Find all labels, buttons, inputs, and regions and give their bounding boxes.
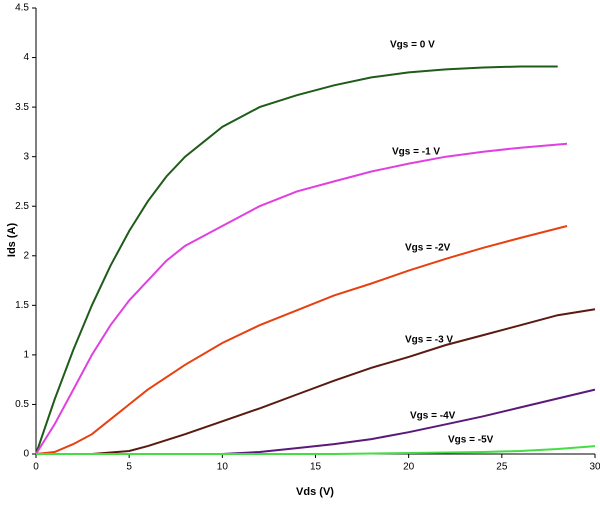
series-line [35,142,568,455]
y-tick-label: 3.5 [15,102,29,113]
series-label: Vgs = -4V [410,411,456,422]
y-tick-label: 4.5 [15,3,29,14]
y-tick-label: 1.5 [15,300,29,311]
series-label: Vgs = -2V [405,243,451,254]
y-tick-label: 2 [23,250,29,261]
series-label: Vgs = 0 V [390,40,435,51]
series-line [36,388,596,455]
x-tick-label: 5 [126,462,132,473]
y-tick-label: 2.5 [15,201,29,212]
x-tick-label: 25 [496,462,508,473]
x-tick-label: 15 [310,462,322,473]
series-label: Vgs = -3 V [405,335,453,346]
y-tick-label: 1 [23,350,29,361]
series-line [36,308,596,455]
y-tick-label: 0.5 [15,399,29,410]
series-label: Vgs = -1 V [392,147,440,158]
x-tick-label: 20 [403,462,415,473]
x-tick-label: 30 [589,462,600,473]
series-line [35,65,558,455]
y-tick-label: 0 [23,449,29,460]
y-tick-label: 3 [23,151,29,162]
series-line [36,445,596,455]
series-line [35,225,568,455]
y-axis-label: Ids (A) [6,223,18,258]
y-tick-label: 4 [23,52,29,63]
series-label: Vgs = -5V [448,435,494,446]
x-tick-label: 10 [217,462,229,473]
x-tick-label: 0 [33,462,39,473]
x-axis-label: Vds (V) [296,486,334,498]
